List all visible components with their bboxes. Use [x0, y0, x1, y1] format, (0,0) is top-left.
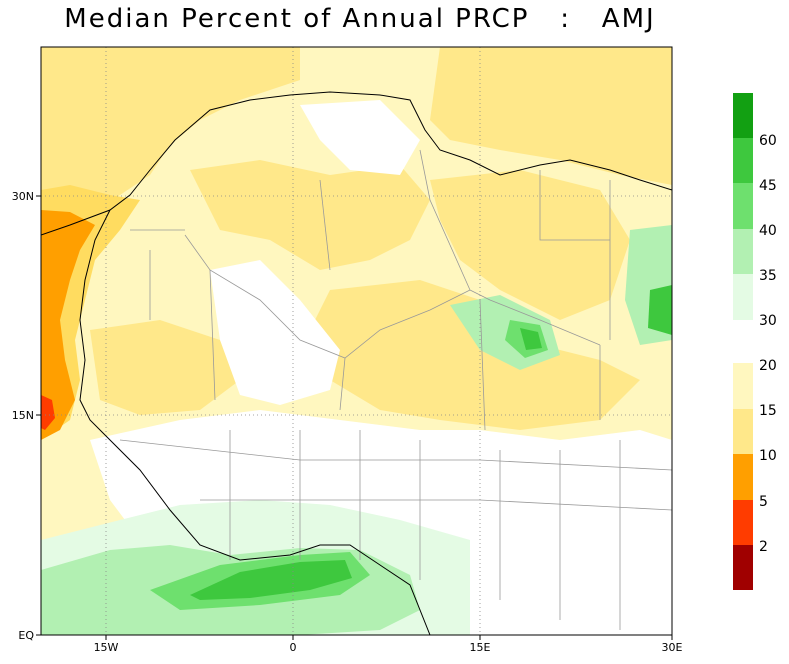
colorbar-swatch-upper-1 [733, 93, 753, 138]
colorbar-upper: 60 45 40 35 30 [733, 93, 777, 329]
country-boundaries [119, 149, 672, 630]
colorbar-swatch-upper-4 [733, 229, 753, 274]
patch-west-sahel [90, 320, 240, 415]
green-patch-sudan-core [648, 285, 672, 335]
colorbar-swatch-upper-5 [733, 274, 753, 320]
green-ocean-dark [190, 560, 352, 600]
lon-label-15e: 15E [470, 641, 491, 654]
colorbar-swatch-lower-1 [733, 363, 753, 409]
band-15-20-east-med [430, 47, 672, 185]
map-title: Median Percent of Annual PRCP : AMJ [64, 4, 656, 34]
colorbar-label-15: 15 [759, 403, 777, 419]
band-5-10-west [41, 210, 95, 440]
colorbar-label-2: 2 [759, 539, 768, 555]
colorbar-swatch-lower-2 [733, 409, 753, 454]
lon-label-0: 0 [290, 641, 297, 654]
colorbar-swatch-upper-3 [733, 183, 753, 229]
white-area-central [210, 260, 340, 405]
colorbar-swatch-upper-2 [733, 138, 753, 183]
colorbar-label-45: 45 [759, 178, 777, 194]
white-area-north [300, 100, 420, 175]
map-frame [40, 46, 673, 636]
colorbar-lower: 20 15 10 5 2 [733, 358, 777, 590]
colorbar-label-60: 60 [759, 133, 777, 149]
lat-label-15n: 15N [12, 409, 34, 422]
map-field [41, 47, 672, 635]
colorbar-swatch-lower-red [733, 500, 753, 545]
patch-sahara-1 [190, 160, 430, 270]
green-patch-chad-dark [520, 328, 542, 350]
colorbar-label-30: 30 [759, 313, 777, 329]
colorbar-label-35: 35 [759, 268, 777, 284]
band-2-5-west [41, 395, 55, 430]
coastlines [41, 91, 672, 635]
colorbar-label-40: 40 [759, 223, 777, 239]
lon-label-15w: 15W [94, 641, 119, 654]
patch-sahel-1 [300, 280, 640, 430]
lat-label-30n: 30N [12, 190, 34, 203]
colorbar-label-20: 20 [759, 358, 777, 374]
colorbar-swatch-lower-orange [733, 454, 753, 500]
lat-label-eq: EQ [18, 629, 34, 642]
lon-label-30e: 30E [662, 641, 683, 654]
colorbar-label-5: 5 [759, 494, 768, 510]
axis-ticks [36, 195, 673, 640]
colorbar-label-10: 10 [759, 448, 777, 464]
colorbar-swatch-lower-5 [733, 545, 753, 590]
band-15-20-north [41, 47, 300, 230]
